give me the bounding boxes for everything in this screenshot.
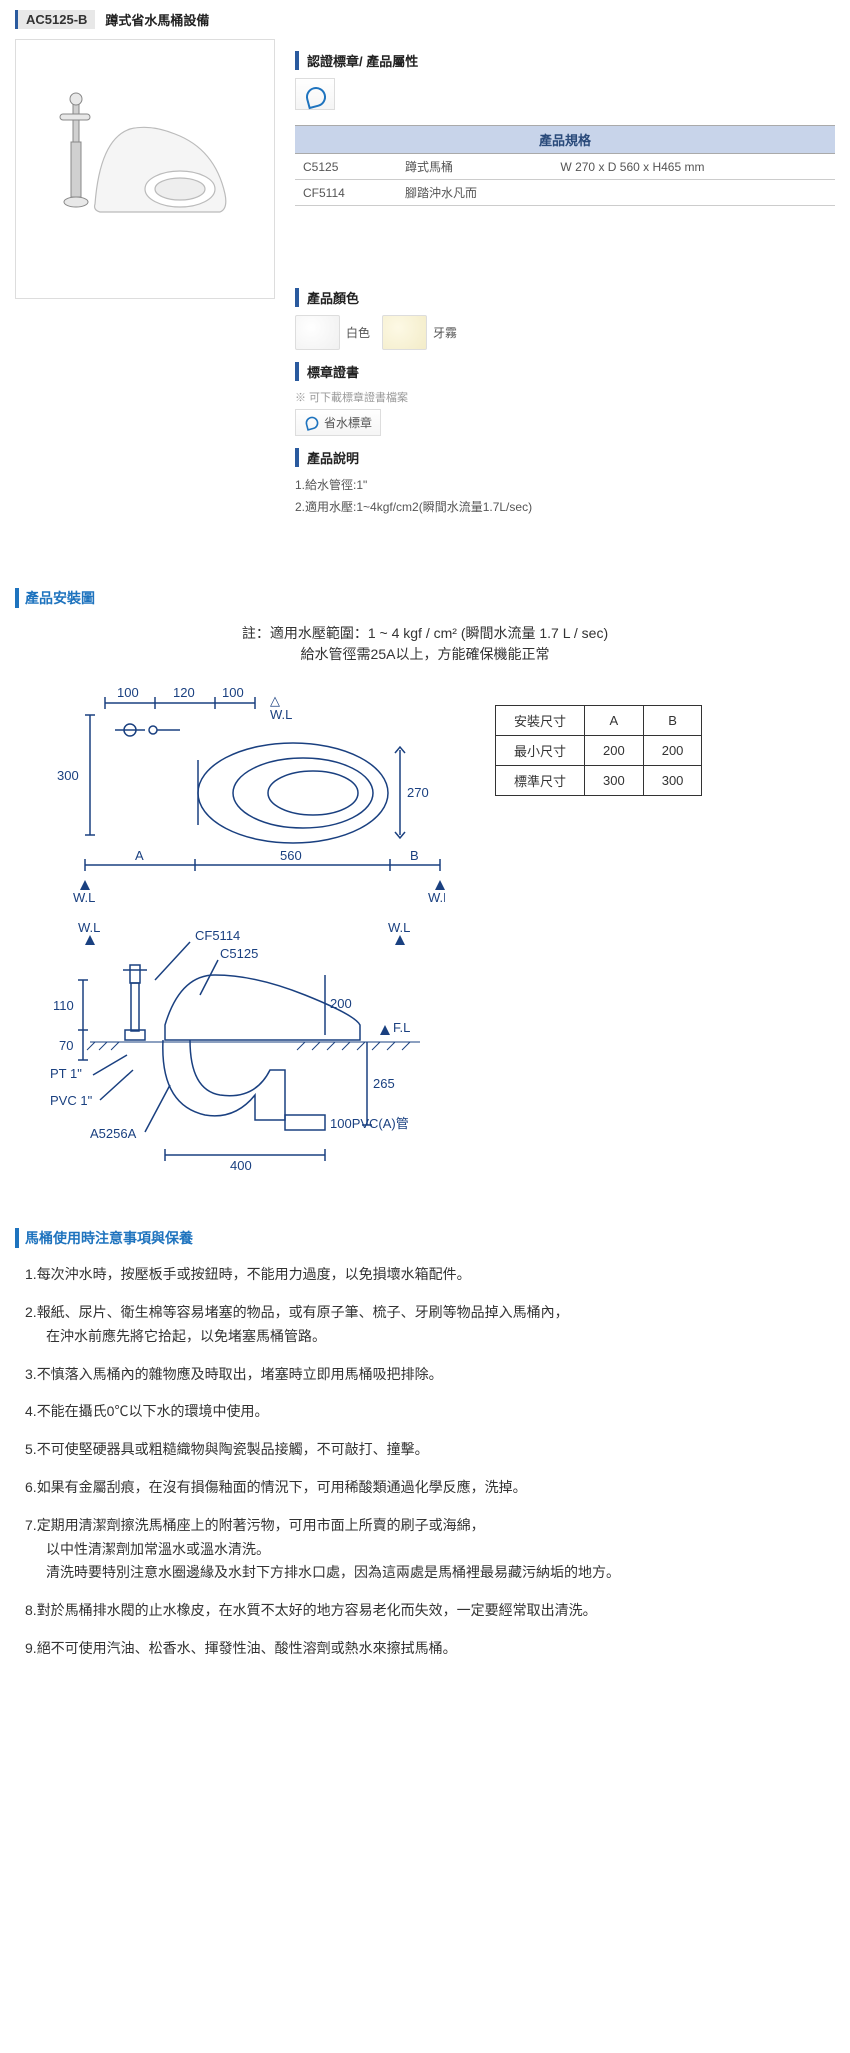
svg-text:CF5114: CF5114 <box>195 928 240 943</box>
list-item: 7.定期用清潔劑擦洗馬桶座上的附著污物，可用市面上所賣的刷子或海綿，以中性清潔劑… <box>25 1514 825 1585</box>
diagram-side-view: W.L W.L CF5114 C5125 <box>45 920 445 1190</box>
table-row: CF5114 腳踏沖水凡而 <box>295 180 835 206</box>
svg-text:W.L: W.L <box>73 890 95 905</box>
section-cert-doc: 標章證書 <box>295 362 835 381</box>
svg-text:PT 1": PT 1" <box>50 1066 82 1081</box>
section-cert-attr: 認證標章/ 產品屬性 <box>295 51 835 70</box>
svg-text:270: 270 <box>407 785 429 800</box>
list-item: 8.對於馬桶排水閥的止水橡皮，在水質不太好的地方容易老化而失效，一定要經常取出清… <box>25 1599 825 1623</box>
svg-text:B: B <box>410 848 419 863</box>
product-name: 蹲式省水馬桶設備 <box>105 10 209 29</box>
svg-text:W.L: W.L <box>388 920 410 935</box>
install-diagram: 註：適用水壓範圍：1 ~ 4 kgf / cm² (瞬間水流量 1.7 L / … <box>45 623 805 1193</box>
section-color: 產品顏色 <box>295 288 835 307</box>
cert-note: ※ 可下載標章證書檔案 <box>295 389 835 405</box>
svg-text:W.L: W.L <box>428 890 445 905</box>
care-list: 1.每次沖水時，按壓板手或按鈕時，不能用力過度，以免損壞水箱配件。 2.報紙、尿… <box>15 1263 835 1661</box>
dimension-table: 安裝尺寸 A B 最小尺寸 200 200 標準尺寸 300 300 <box>495 705 702 796</box>
color-swatch-ivory <box>382 315 427 350</box>
list-item: 2.報紙、尿片、衛生棉等容易堵塞的物品，或有原子筆、梳子、牙刷等物品掉入馬桶內，… <box>25 1301 825 1349</box>
description: 1.給水管徑:1" 2.適用水壓:1~4kgf/cm2(瞬間水流量1.7L/se… <box>295 475 835 518</box>
table-row: C5125 蹲式馬桶 W 270 x D 560 x H465 mm <box>295 154 835 180</box>
svg-text:C5125: C5125 <box>220 946 258 961</box>
water-saving-icon <box>295 78 335 110</box>
product-image <box>15 39 275 299</box>
svg-text:100: 100 <box>222 685 244 700</box>
svg-text:PVC 1": PVC 1" <box>50 1093 93 1108</box>
section-install: 產品安裝圖 <box>15 588 835 608</box>
svg-text:A: A <box>135 848 144 863</box>
spec-table: 產品規格 C5125 蹲式馬桶 W 270 x D 560 x H465 mm … <box>295 125 835 206</box>
svg-text:300: 300 <box>57 768 79 783</box>
svg-text:120: 120 <box>173 685 195 700</box>
diagram-top-view: 100 120 100 △ W.L 300 <box>45 675 445 905</box>
svg-text:200: 200 <box>330 996 352 1011</box>
list-item: 9.絕不可使用汽油、松香水、揮發性油、酸性溶劑或熱水來擦拭馬桶。 <box>25 1637 825 1661</box>
color-option: 白色 <box>295 315 370 350</box>
spec-header: 產品規格 <box>295 126 835 154</box>
section-desc: 產品說明 <box>295 448 835 467</box>
color-option: 牙霧 <box>382 315 457 350</box>
product-code: AC5125-B <box>15 10 95 29</box>
svg-text:W.L: W.L <box>270 707 292 722</box>
list-item: 3.不慎落入馬桶內的雜物應及時取出，堵塞時立即用馬桶吸把排除。 <box>25 1363 825 1387</box>
section-care: 馬桶使用時注意事項與保養 <box>15 1228 835 1248</box>
product-header: AC5125-B 蹲式省水馬桶設備 <box>15 10 835 29</box>
list-item: 5.不可使堅硬器具或粗糙織物與陶瓷製品接觸，不可敲打、撞擊。 <box>25 1438 825 1462</box>
svg-text:265: 265 <box>373 1076 395 1091</box>
svg-text:110: 110 <box>53 998 74 1013</box>
list-item: 1.每次沖水時，按壓板手或按鈕時，不能用力過度，以免損壞水箱配件。 <box>25 1263 825 1287</box>
svg-text:400: 400 <box>230 1158 252 1173</box>
svg-text:560: 560 <box>280 848 302 863</box>
color-swatch-white <box>295 315 340 350</box>
svg-text:△: △ <box>270 693 280 708</box>
svg-text:W.L: W.L <box>78 920 100 935</box>
list-item: 6.如果有金屬刮痕，在沒有損傷釉面的情況下，可用稀酸類通過化學反應，洗掉。 <box>25 1476 825 1500</box>
svg-text:F.L: F.L <box>393 1020 410 1035</box>
list-item: 4.不能在攝氏0℃以下水的環境中使用。 <box>25 1400 825 1424</box>
cert-badge[interactable]: 省水標章 <box>295 409 381 436</box>
svg-text:70: 70 <box>59 1038 73 1053</box>
svg-text:A5256A: A5256A <box>90 1126 137 1141</box>
water-saving-icon <box>304 415 320 431</box>
svg-text:100: 100 <box>117 685 139 700</box>
svg-text:100PVC(A)管: 100PVC(A)管 <box>330 1116 409 1131</box>
